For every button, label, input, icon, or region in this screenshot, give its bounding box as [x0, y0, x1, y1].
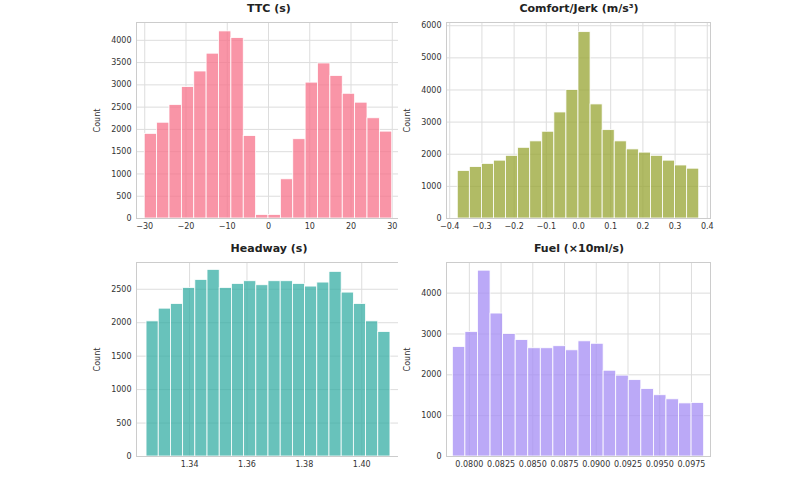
svg-text:0.0: 0.0 [572, 222, 585, 231]
svg-text:0.0850: 0.0850 [519, 460, 547, 469]
svg-text:0.1: 0.1 [604, 222, 617, 231]
svg-text:0.0925: 0.0925 [614, 460, 642, 469]
svg-text:Count: Count [403, 348, 412, 372]
svg-text:0: 0 [436, 214, 442, 224]
svg-text:Count: Count [93, 109, 102, 133]
svg-text:0.3: 0.3 [669, 222, 682, 231]
svg-text:3000: 3000 [421, 330, 441, 339]
svg-text:−0.2: −0.2 [504, 222, 523, 231]
svg-text:0.0950: 0.0950 [646, 460, 674, 469]
svg-text:1.40: 1.40 [353, 460, 371, 469]
svg-text:0.0900: 0.0900 [582, 460, 610, 469]
html-text:TTC (s): TTC (s) [247, 2, 291, 15]
svg-text:Count: Count [93, 348, 102, 372]
svg-text:5000: 5000 [421, 53, 441, 62]
svg-text:−0.4: −0.4 [440, 222, 459, 231]
svg-text:4000: 4000 [111, 36, 131, 45]
svg-text:2500: 2500 [111, 285, 131, 294]
svg-text:2000: 2000 [421, 150, 441, 159]
svg-text:4000: 4000 [421, 289, 441, 298]
svg-text:2000: 2000 [111, 318, 131, 327]
svg-text:4000: 4000 [421, 86, 441, 95]
svg-text:−30: −30 [136, 222, 153, 231]
svg-text:2000: 2000 [421, 370, 441, 379]
svg-text:1500: 1500 [111, 352, 131, 361]
svg-text:1.34: 1.34 [181, 460, 199, 469]
svg-text:0: 0 [266, 222, 271, 231]
svg-text:1000: 1000 [421, 182, 441, 191]
html-text:Fuel (×10ml/s): Fuel (×10ml/s) [533, 242, 625, 255]
svg-text:Count: Count [403, 109, 412, 133]
svg-text:0: 0 [126, 452, 131, 461]
svg-text:0.0800: 0.0800 [455, 460, 483, 469]
svg-text:10: 10 [305, 222, 315, 231]
svg-text:1000: 1000 [111, 170, 131, 179]
svg-text:1.38: 1.38 [295, 460, 313, 469]
svg-text:3000: 3000 [111, 80, 131, 89]
svg-text:2500: 2500 [111, 103, 131, 112]
svg-text:6000: 6000 [421, 21, 441, 30]
svg-text:1.36: 1.36 [238, 460, 256, 469]
svg-text:−20: −20 [178, 222, 195, 231]
svg-text:0: 0 [436, 452, 441, 461]
svg-text:0.0825: 0.0825 [487, 460, 515, 469]
svg-text:0.4: 0.4 [701, 222, 714, 231]
svg-text:3500: 3500 [111, 58, 131, 67]
svg-text:0.2: 0.2 [637, 222, 650, 231]
svg-text:0.0975: 0.0975 [677, 460, 705, 469]
svg-text:3000: 3000 [421, 118, 441, 127]
svg-text:500: 500 [116, 419, 131, 428]
svg-text:−0.1: −0.1 [537, 222, 556, 231]
html-text:Comfort/Jerk (m/s³): Comfort/Jerk (m/s³) [519, 2, 639, 15]
svg-text:1000: 1000 [421, 411, 441, 420]
svg-text:1500: 1500 [111, 147, 131, 156]
svg-text:−0.3: −0.3 [472, 222, 491, 231]
svg-text:30: 30 [387, 222, 397, 231]
svg-text:−10: −10 [219, 222, 236, 231]
svg-text:20: 20 [346, 222, 356, 231]
svg-text:0: 0 [126, 214, 131, 223]
svg-text:2000: 2000 [111, 125, 131, 134]
html-text:Headway (s): Headway (s) [230, 242, 308, 255]
svg-text:0.0875: 0.0875 [551, 460, 579, 469]
svg-text:1000: 1000 [111, 385, 131, 394]
svg-text:500: 500 [116, 192, 131, 201]
